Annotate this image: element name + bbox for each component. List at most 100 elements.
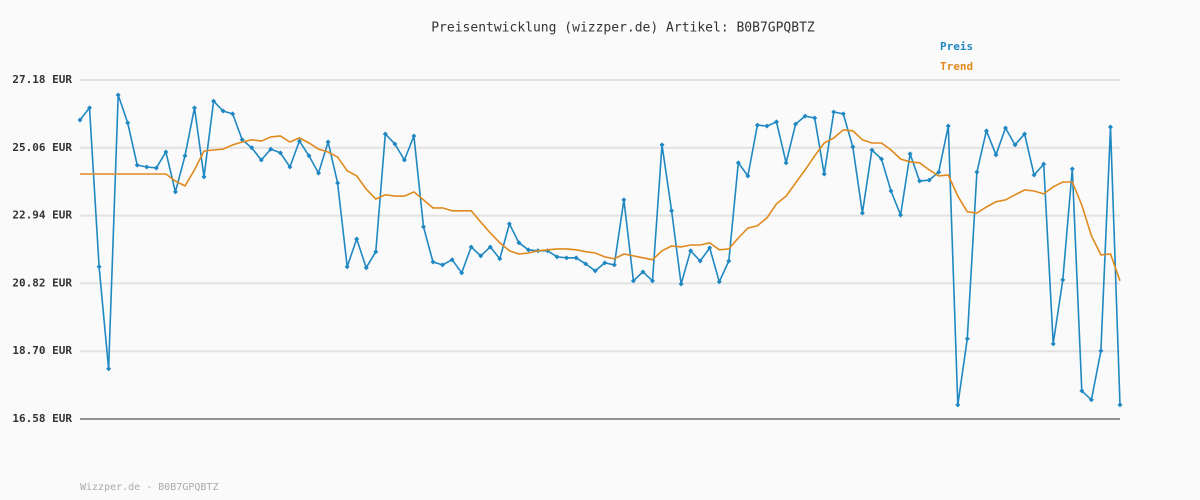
point: [191, 105, 197, 111]
point: [878, 156, 884, 162]
point: [106, 366, 112, 372]
point: [831, 109, 837, 115]
point: [115, 92, 121, 98]
point: [964, 336, 970, 342]
point: [802, 113, 808, 119]
point: [87, 105, 93, 111]
point: [592, 268, 598, 274]
point: [1079, 388, 1085, 394]
point: [573, 255, 579, 261]
point: [974, 169, 980, 175]
point: [392, 141, 398, 147]
point: [821, 171, 827, 177]
point: [716, 279, 722, 285]
point: [401, 157, 407, 163]
point: [516, 240, 522, 246]
point: [1088, 397, 1094, 403]
point: [898, 212, 904, 218]
point: [306, 153, 312, 159]
y-tick-label: 20.82 EUR: [12, 276, 72, 289]
point: [1069, 166, 1075, 172]
point: [1031, 172, 1037, 178]
point: [335, 180, 341, 186]
point: [688, 248, 694, 254]
point: [678, 281, 684, 287]
point: [640, 269, 646, 275]
point: [220, 108, 226, 114]
point: [1003, 125, 1009, 131]
point: [840, 111, 846, 117]
point: [955, 402, 961, 408]
point: [287, 164, 293, 170]
point: [153, 165, 159, 171]
point: [936, 169, 942, 175]
point: [564, 255, 570, 261]
point: [459, 270, 465, 276]
point: [745, 173, 751, 179]
point: [850, 144, 856, 150]
point: [1098, 348, 1104, 354]
point: [163, 149, 169, 155]
point: [430, 259, 436, 265]
point: [888, 188, 894, 194]
point: [420, 224, 426, 230]
line-trend: [80, 129, 1121, 282]
point: [983, 128, 989, 134]
point: [249, 145, 255, 151]
point: [440, 262, 446, 268]
point: [1041, 161, 1047, 167]
point: [363, 265, 369, 271]
point: [525, 247, 531, 253]
point: [344, 264, 350, 270]
line-preis: [79, 94, 1121, 406]
point: [77, 117, 83, 123]
point: [449, 257, 455, 263]
point: [754, 122, 760, 128]
point: [611, 262, 617, 268]
point: [268, 146, 274, 152]
point: [316, 170, 322, 176]
point: [373, 249, 379, 255]
point: [134, 162, 140, 168]
point: [726, 258, 732, 264]
point: [669, 208, 675, 214]
point: [211, 98, 217, 104]
point: [230, 111, 236, 117]
point: [1117, 402, 1123, 408]
point: [411, 133, 417, 139]
point: [354, 236, 360, 242]
legend-entry: Trend: [940, 60, 973, 73]
point: [96, 264, 102, 270]
point: [1050, 341, 1056, 347]
point: [478, 253, 484, 259]
point: [554, 254, 560, 260]
point: [630, 278, 636, 284]
point: [497, 256, 503, 262]
legend-entry: Preis: [940, 40, 973, 53]
point: [325, 139, 331, 145]
point: [764, 123, 770, 129]
point: [144, 164, 150, 170]
point: [182, 153, 188, 159]
y-tick-label: 22.94 EUR: [12, 209, 72, 222]
point: [859, 210, 865, 216]
point: [793, 121, 799, 127]
point: [506, 221, 512, 227]
point: [258, 157, 264, 163]
point: [993, 152, 999, 158]
point: [917, 178, 923, 184]
y-tick-label: 16.58 EUR: [12, 412, 72, 425]
point: [172, 189, 178, 195]
y-tick-label: 25.06 EUR: [12, 141, 72, 154]
point: [735, 160, 741, 166]
point: [707, 245, 713, 251]
point: [125, 120, 131, 126]
point: [945, 123, 951, 129]
point: [277, 150, 283, 156]
point: [602, 260, 608, 266]
point: [926, 177, 932, 183]
point: [296, 138, 302, 144]
point: [382, 131, 388, 137]
